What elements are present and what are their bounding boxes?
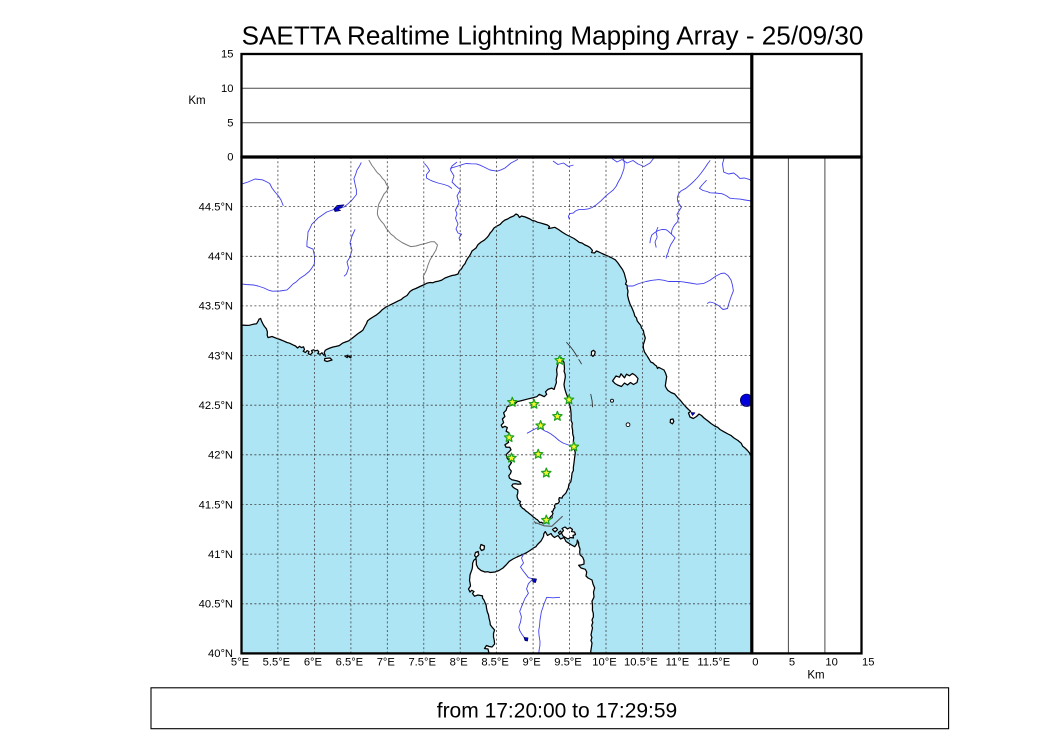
svg-text:40°N: 40°N	[208, 648, 233, 660]
svg-text:41°N: 41°N	[208, 549, 233, 561]
svg-text:43°N: 43°N	[208, 350, 233, 362]
svg-text:5: 5	[227, 117, 233, 129]
svg-text:9.5°E: 9.5°E	[554, 657, 582, 669]
svg-text:11.5°E: 11.5°E	[697, 657, 730, 669]
svg-text:5°E: 5°E	[231, 657, 249, 669]
svg-text:7°E: 7°E	[377, 657, 395, 669]
svg-text:11°E: 11°E	[666, 657, 690, 669]
svg-text:42.5°N: 42.5°N	[199, 400, 233, 412]
svg-text:5.5°E: 5.5°E	[263, 657, 291, 669]
svg-text:15: 15	[862, 657, 874, 669]
svg-text:7.5°E: 7.5°E	[408, 657, 436, 669]
svg-text:10.5°E: 10.5°E	[624, 657, 658, 669]
svg-text:5: 5	[789, 657, 795, 669]
svg-text:8°E: 8°E	[450, 657, 468, 669]
svg-text:SAETTA Realtime Lightning Mapp: SAETTA Realtime Lightning Mapping Array …	[242, 21, 864, 51]
svg-text:from 17:20:00 to 17:29:59: from 17:20:00 to 17:29:59	[437, 700, 678, 723]
svg-text:6.5°E: 6.5°E	[336, 657, 364, 669]
svg-text:10: 10	[825, 657, 837, 669]
svg-text:10: 10	[221, 83, 233, 95]
svg-text:Km: Km	[188, 95, 205, 107]
svg-text:0: 0	[227, 152, 233, 164]
svg-text:40.5°N: 40.5°N	[199, 599, 233, 611]
svg-text:44°N: 44°N	[208, 251, 233, 263]
svg-text:41.5°N: 41.5°N	[199, 499, 233, 511]
svg-text:0: 0	[752, 657, 758, 669]
svg-text:44.5°N: 44.5°N	[199, 201, 233, 213]
svg-text:10°E: 10°E	[592, 657, 616, 669]
svg-text:8.5°E: 8.5°E	[481, 657, 509, 669]
svg-text:6°E: 6°E	[304, 657, 322, 669]
svg-text:43.5°N: 43.5°N	[199, 301, 233, 313]
svg-text:Km: Km	[807, 670, 824, 682]
svg-text:15: 15	[221, 49, 233, 61]
svg-text:9°E: 9°E	[523, 657, 541, 669]
svg-text:42°N: 42°N	[208, 450, 233, 462]
